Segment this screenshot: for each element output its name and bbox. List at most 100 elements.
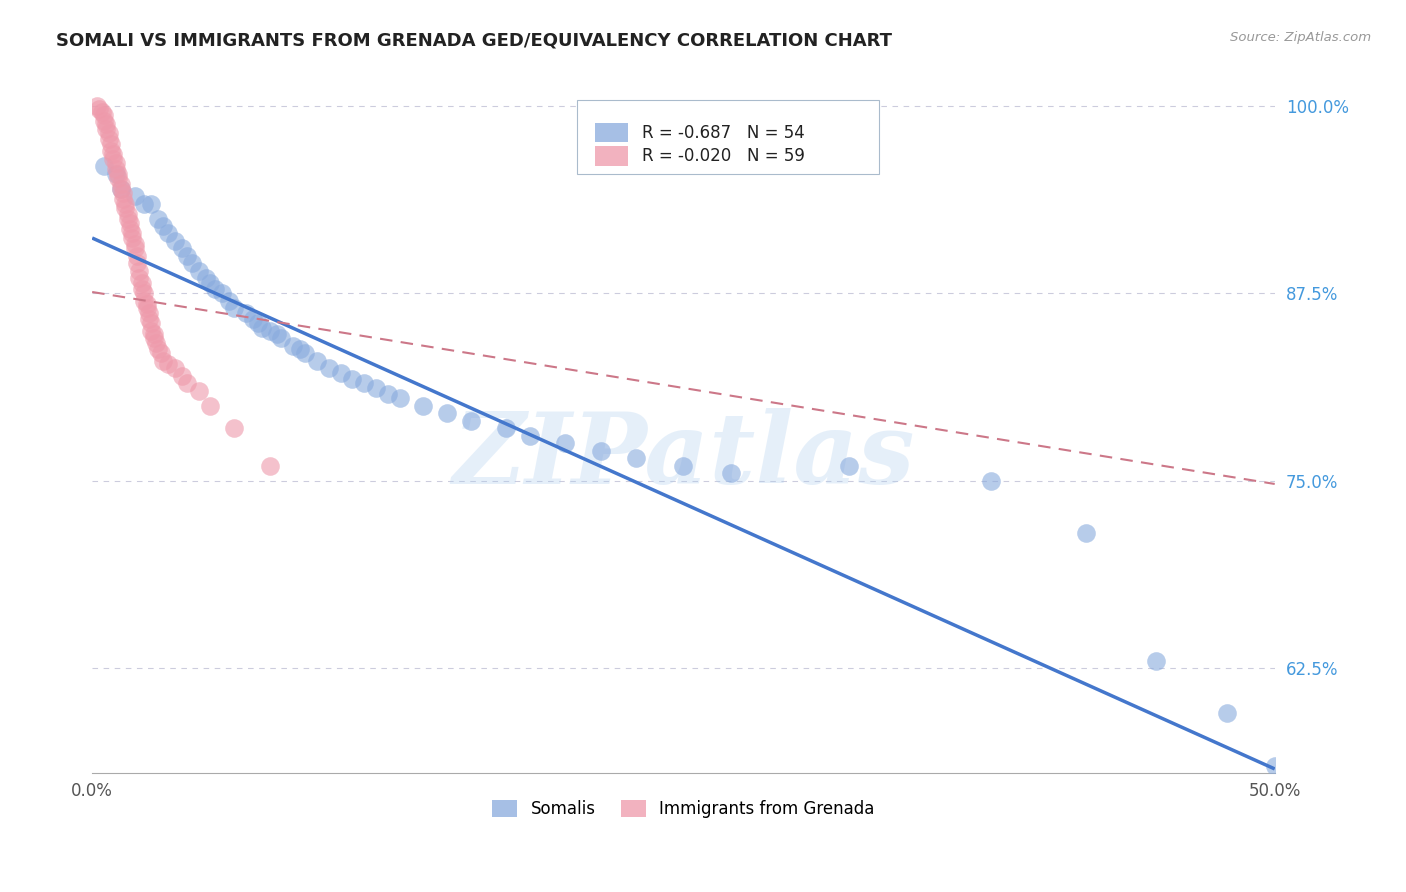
Point xyxy=(270,331,292,345)
Text: ZIPatlas: ZIPatlas xyxy=(453,408,915,505)
Point xyxy=(135,301,157,316)
Point xyxy=(720,467,742,481)
Point xyxy=(117,211,139,226)
Point xyxy=(318,361,340,376)
Point xyxy=(128,264,150,278)
Point xyxy=(266,326,288,341)
Point xyxy=(148,342,170,356)
Point xyxy=(93,108,115,122)
Point xyxy=(152,354,174,368)
Point xyxy=(118,222,141,236)
Point xyxy=(128,271,150,285)
Point xyxy=(838,458,860,473)
Point xyxy=(118,216,141,230)
Point xyxy=(176,249,198,263)
Point xyxy=(103,152,125,166)
Point xyxy=(176,376,198,391)
Point xyxy=(388,392,411,406)
Point xyxy=(1264,759,1286,773)
FancyBboxPatch shape xyxy=(595,123,628,143)
Point xyxy=(114,196,136,211)
Point xyxy=(242,312,264,326)
Point xyxy=(145,336,167,351)
Point xyxy=(134,196,156,211)
Point xyxy=(124,237,146,252)
Point xyxy=(134,286,156,301)
Point xyxy=(110,181,132,195)
Point xyxy=(124,189,146,203)
Point xyxy=(121,227,143,241)
Point xyxy=(117,207,139,221)
Point xyxy=(1216,706,1239,721)
Text: R = -0.687   N = 54: R = -0.687 N = 54 xyxy=(643,124,804,142)
Point xyxy=(104,156,127,170)
Point xyxy=(204,282,226,296)
Point xyxy=(222,301,245,316)
Point xyxy=(259,458,281,473)
Point xyxy=(134,293,156,308)
Point xyxy=(114,201,136,215)
Point xyxy=(127,249,149,263)
FancyBboxPatch shape xyxy=(595,146,628,166)
Point xyxy=(141,317,163,331)
Point xyxy=(170,369,193,384)
Point xyxy=(86,99,108,113)
Point xyxy=(111,192,134,206)
Point xyxy=(152,219,174,233)
Point xyxy=(180,256,202,270)
Point xyxy=(148,211,170,226)
Point xyxy=(980,474,1002,488)
Point xyxy=(104,161,127,176)
Point xyxy=(142,331,165,345)
Point xyxy=(96,121,118,136)
Point xyxy=(218,293,240,308)
Point xyxy=(110,181,132,195)
Point xyxy=(353,376,375,391)
Point xyxy=(252,321,274,335)
Point xyxy=(141,324,163,338)
Point xyxy=(121,231,143,245)
Point xyxy=(436,407,458,421)
Point xyxy=(141,196,163,211)
Point xyxy=(111,186,134,200)
Point xyxy=(163,361,186,376)
Point xyxy=(200,399,222,413)
Point xyxy=(305,354,328,368)
Point xyxy=(283,339,305,353)
Point xyxy=(89,102,111,116)
Point xyxy=(127,256,149,270)
Point xyxy=(290,342,312,356)
Point xyxy=(142,326,165,341)
Point xyxy=(156,227,179,241)
Point xyxy=(107,167,129,181)
Point xyxy=(104,167,127,181)
Point xyxy=(156,357,179,371)
Point xyxy=(187,384,209,398)
Text: Source: ZipAtlas.com: Source: ZipAtlas.com xyxy=(1230,31,1371,45)
Point xyxy=(364,381,387,395)
Point xyxy=(259,324,281,338)
Point xyxy=(131,282,153,296)
Point xyxy=(294,346,316,360)
Point xyxy=(246,317,269,331)
Point xyxy=(124,242,146,256)
Point xyxy=(138,312,160,326)
Point xyxy=(187,264,209,278)
Point xyxy=(672,458,695,473)
Point xyxy=(149,346,172,360)
Point xyxy=(138,306,160,320)
Point xyxy=(200,276,222,290)
Point xyxy=(412,399,434,413)
Text: SOMALI VS IMMIGRANTS FROM GRENADA GED/EQUIVALENCY CORRELATION CHART: SOMALI VS IMMIGRANTS FROM GRENADA GED/EQ… xyxy=(56,31,893,49)
Point xyxy=(624,451,647,466)
Point xyxy=(342,372,364,386)
Point xyxy=(519,429,541,443)
Point xyxy=(460,414,482,428)
Point xyxy=(97,126,120,140)
Point xyxy=(110,177,132,191)
Point xyxy=(170,242,193,256)
Point xyxy=(93,159,115,173)
Point xyxy=(1074,526,1097,541)
Point xyxy=(235,306,257,320)
Point xyxy=(377,387,399,401)
